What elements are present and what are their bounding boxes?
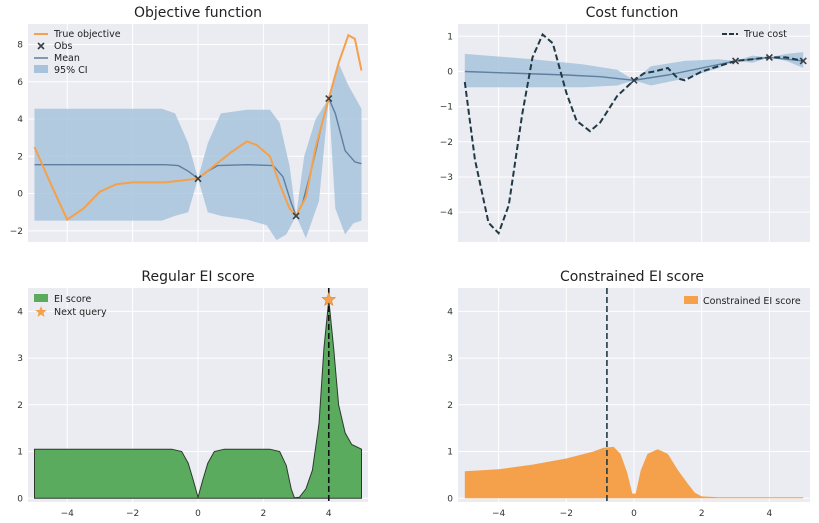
constrained-ei-title: Constrained EI score — [560, 269, 704, 285]
y-tick-label: 4 — [17, 115, 23, 125]
legend-label-ci: 95% CI — [54, 65, 88, 76]
legend-label-ei: EI score — [54, 294, 92, 305]
y-tick-label: 2 — [447, 401, 453, 411]
obs-point — [194, 175, 202, 183]
x-tick-label: −4 — [492, 509, 506, 519]
y-tick-label: 6 — [17, 78, 23, 88]
obs-point — [799, 57, 807, 65]
panel-cost-function: Cost function −4 −3 −2 −1 0 1 True cost — [440, 5, 810, 242]
plot-layer — [463, 32, 807, 236]
regular-ei-title: Regular EI score — [141, 269, 254, 285]
legend: Constrained EI score — [684, 296, 801, 307]
y-tick-label: −2 — [440, 138, 453, 148]
legend-label-true-objective: True objective — [53, 29, 121, 40]
legend: True cost — [722, 29, 787, 40]
objective-title: Objective function — [134, 5, 262, 21]
obs-point — [731, 57, 740, 65]
obs-point — [765, 53, 773, 61]
ci-band — [34, 63, 362, 241]
y-tick-label: 8 — [17, 40, 23, 50]
y-tick-label: 0 — [17, 494, 23, 504]
y-tick-label: 1 — [447, 448, 453, 458]
ci-band — [464, 52, 804, 88]
x-tick-label: −2 — [126, 509, 139, 519]
obs-point — [630, 76, 638, 84]
legend-label-obs: Obs — [54, 41, 73, 52]
legend-swatch-ei — [34, 294, 48, 302]
panel-constrained-ei: Constrained EI score −4 −2 0 2 4 0 1 2 3 4 Constra… — [447, 269, 810, 519]
legend-label-constrained-ei: Constrained EI score — [703, 296, 801, 307]
y-tick-label: 0 — [17, 190, 23, 200]
obs-point — [325, 94, 333, 103]
constrained-ei-area — [464, 446, 804, 499]
x-tick-label: 0 — [195, 509, 201, 519]
y-tick-label: 2 — [17, 401, 23, 411]
x-tick-label: 2 — [261, 509, 267, 519]
y-tick-label: −2 — [10, 227, 23, 237]
mean-line — [34, 96, 362, 218]
next-query-marker — [321, 291, 337, 306]
panel-regular-ei: Regular EI score −4 −2 0 2 4 0 1 2 3 4 EI score Nex… — [17, 269, 368, 519]
y-tick-label: 4 — [447, 307, 453, 317]
y-tick-label: 0 — [447, 494, 453, 504]
legend-label-next-query: Next query — [54, 307, 107, 318]
y-tick-label: 1 — [447, 32, 453, 42]
legend-swatch-ci — [34, 65, 48, 73]
plot-layer — [33, 33, 363, 241]
plot-layer — [464, 288, 804, 502]
legend-swatch-next-query — [35, 306, 47, 317]
true-cost-line — [463, 32, 804, 236]
y-tick-label: 1 — [17, 448, 23, 458]
x-tick-label: −4 — [61, 509, 75, 519]
x-tick-label: 4 — [326, 509, 332, 519]
legend-label-mean: Mean — [54, 53, 80, 64]
y-tick-label: −1 — [440, 103, 453, 113]
x-tick-label: 2 — [699, 509, 705, 519]
y-tick-label: −4 — [440, 208, 454, 218]
y-tick-label: 0 — [447, 67, 453, 77]
x-tick-label: 0 — [631, 509, 637, 519]
legend: EI score Next query — [34, 294, 107, 318]
legend-swatch-constrained-ei — [684, 296, 698, 304]
legend-swatch-obs — [37, 42, 45, 50]
y-tick-label: 4 — [17, 307, 23, 317]
x-tick-label: −2 — [560, 509, 573, 519]
y-tick-label: −3 — [440, 173, 453, 183]
y-tick-label: 2 — [17, 152, 23, 162]
panel-objective-function: Objective function −2 0 2 4 6 8 True objective… — [10, 5, 368, 242]
obs-point — [292, 212, 300, 220]
cost-title: Cost function — [586, 5, 679, 21]
legend-label-true-cost: True cost — [743, 29, 787, 40]
y-tick-label: 3 — [17, 354, 23, 364]
y-tick-label: 3 — [447, 354, 453, 364]
plot-layer — [34, 288, 362, 502]
x-tick-label: 4 — [767, 509, 773, 519]
